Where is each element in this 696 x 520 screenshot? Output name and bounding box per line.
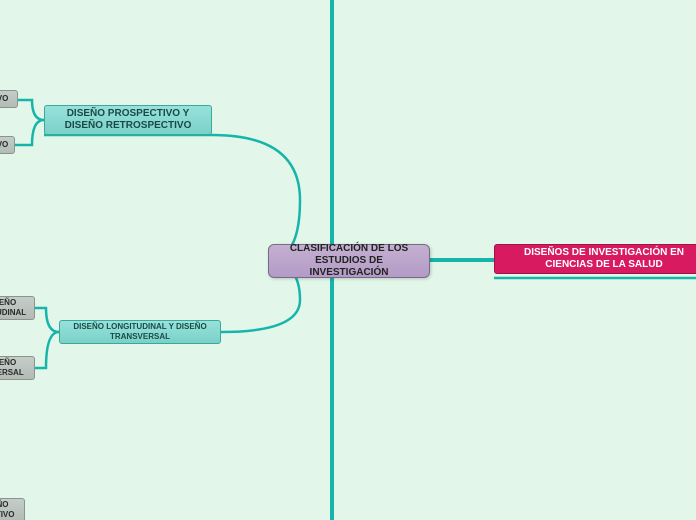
node-long-trans-label: DISEÑO LONGITUDINAL Y DISEÑO TRANSVERSAL <box>68 322 212 341</box>
node-partial-versal-label: EÑO VERSAL <box>0 358 26 377</box>
node-right-health[interactable]: DISEÑOS DE INVESTIGACIÓN EN CIENCIAS DE … <box>494 244 696 274</box>
node-center-label: CLASIFICACIÓN DE LOS ESTUDIOS DE INVESTI… <box>277 243 421 279</box>
node-prosp-retro[interactable]: DISEÑO PROSPECTIVO Y DISEÑO RETROSPECTIV… <box>44 105 212 135</box>
node-partial-versal[interactable]: EÑO VERSAL <box>0 356 35 380</box>
node-partial-longitudinal[interactable]: EÑO ITUDINAL <box>0 296 35 320</box>
node-partial-ptivo[interactable]: ÑO PTIVO <box>0 498 25 520</box>
node-partial-tivo-label: TIVO <box>0 94 8 104</box>
node-partial-ptivo-label: ÑO PTIVO <box>0 500 16 519</box>
node-partial-tivo[interactable]: TIVO <box>0 90 18 108</box>
node-partial-vo-label: VO <box>0 140 8 150</box>
node-long-trans[interactable]: DISEÑO LONGITUDINAL Y DISEÑO TRANSVERSAL <box>59 320 221 344</box>
node-partial-vo[interactable]: VO <box>0 136 15 154</box>
node-right-label: DISEÑOS DE INVESTIGACIÓN EN CIENCIAS DE … <box>503 247 696 271</box>
mindmap-canvas: CLASIFICACIÓN DE LOS ESTUDIOS DE INVESTI… <box>0 0 696 520</box>
node-center[interactable]: CLASIFICACIÓN DE LOS ESTUDIOS DE INVESTI… <box>268 244 430 278</box>
node-prosp-retro-label: DISEÑO PROSPECTIVO Y DISEÑO RETROSPECTIV… <box>53 108 203 132</box>
node-partial-longitudinal-label: EÑO ITUDINAL <box>0 298 26 317</box>
